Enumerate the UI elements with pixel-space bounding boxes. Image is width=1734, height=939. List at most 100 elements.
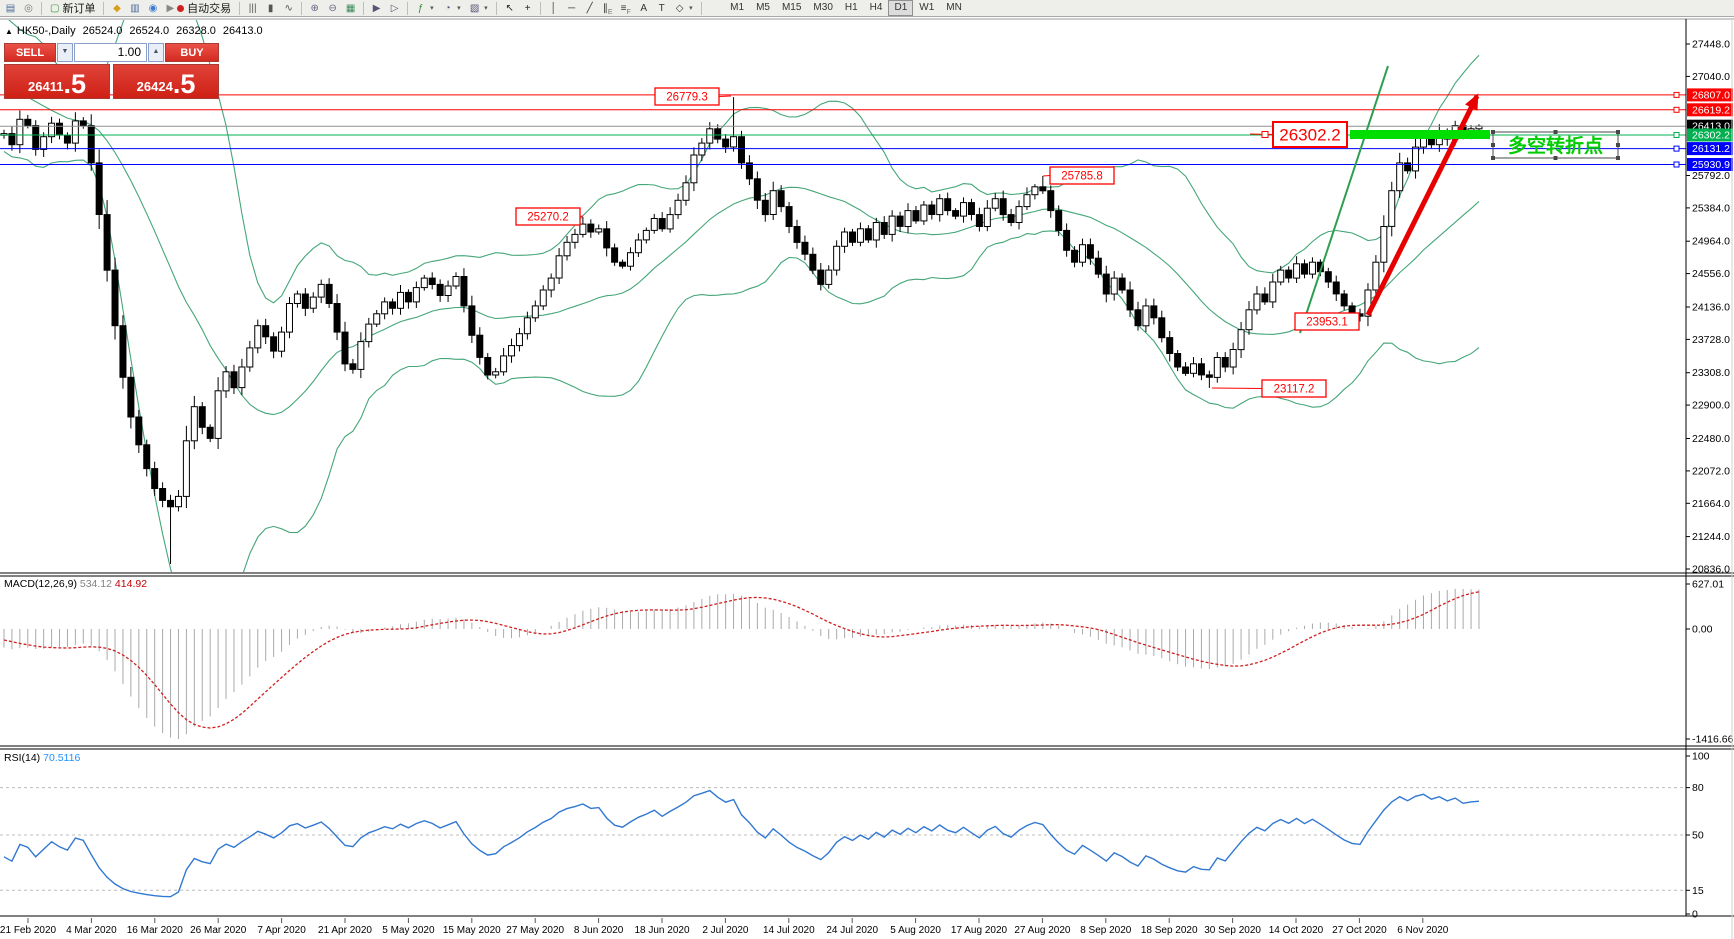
shapes-icon[interactable]: ◇ [675, 2, 684, 14]
toolbar-separator [41, 1, 42, 15]
support-zone-highlight[interactable] [1350, 130, 1490, 139]
candlestick-chart-icon[interactable]: ▮ [267, 2, 274, 14]
timeframe-d1[interactable]: D1 [888, 0, 914, 16]
svg-text:4 Mar 2020: 4 Mar 2020 [66, 925, 117, 936]
one-click-trading-panel: SELL ▼ 1.00 ▲ BUY 26411 .5 26424 .5 [4, 43, 219, 99]
trendline-icon[interactable]: ╱ [586, 2, 593, 14]
svg-text:23308.0: 23308.0 [1692, 367, 1730, 379]
green-trendline[interactable] [1299, 65, 1389, 334]
volume-increase-button[interactable]: ▲ [148, 43, 164, 62]
buy-button[interactable]: BUY [165, 43, 219, 62]
templates-icon[interactable]: ▧ [469, 2, 480, 14]
timeframe-m15[interactable]: M15 [781, 2, 802, 13]
volume-input[interactable]: 1.00 [74, 43, 147, 62]
buy-price-main: 26424 [136, 79, 173, 94]
svg-text:26302.2: 26302.2 [1692, 130, 1730, 142]
svg-text:21 Feb 2020: 21 Feb 2020 [0, 925, 57, 936]
price-callout[interactable]: 23117.2 [1274, 384, 1315, 396]
buy-price-box[interactable]: 26424 .5 [113, 64, 219, 99]
zoom-in-icon[interactable]: ⊕ [310, 2, 319, 14]
price-callout[interactable]: 26779.3 [666, 92, 708, 104]
cursor-icon[interactable]: ↖ [505, 2, 514, 14]
symbol-period-label: HK50-,Daily [16, 25, 76, 37]
periods-icon[interactable]: ◔ [444, 2, 451, 14]
bar-chart-icon[interactable]: ||| [248, 2, 257, 14]
svg-text:21 Apr 2020: 21 Apr 2020 [318, 925, 372, 936]
crosshair-icon[interactable]: + [524, 2, 531, 14]
autotrading-button[interactable]: ▶ 自动交易 [162, 1, 235, 16]
svg-text:18 Sep 2020: 18 Sep 2020 [1141, 925, 1198, 936]
volume-decrease-button[interactable]: ▼ [57, 43, 73, 62]
svg-text:25930.9: 25930.9 [1692, 159, 1730, 171]
chart-background [0, 17, 1734, 939]
line-chart-icon[interactable]: ∿ [284, 2, 293, 14]
equidistant-channel-icon[interactable]: ∥E [602, 2, 613, 16]
svg-text:6 Nov 2020: 6 Nov 2020 [1397, 925, 1449, 936]
svg-text:0.00: 0.00 [1692, 624, 1713, 636]
svg-text:22900.0: 22900.0 [1692, 400, 1730, 412]
svg-text:2 Jul 2020: 2 Jul 2020 [702, 925, 749, 936]
text-label-icon[interactable]: T [658, 2, 665, 14]
date-axis: 21 Feb 2020 4 Mar 2020 16 Mar 2020 26 Mar 2… [0, 918, 1449, 936]
new-order-button[interactable]: ▢ 新订单 [46, 1, 99, 16]
timeframe-m30[interactable]: M30 [813, 2, 833, 13]
horizontal-line-icon[interactable]: ─ [568, 2, 576, 14]
ohlc-close: 26413.0 [222, 25, 263, 37]
svg-text:8 Jun 2020: 8 Jun 2020 [574, 925, 624, 936]
text-icon[interactable]: A [640, 2, 647, 14]
shapes-icon-caret[interactable]: ▾ [689, 5, 693, 12]
print-preview-icon[interactable]: ◎ [24, 2, 33, 14]
metaeditor-icon[interactable]: ◆ [113, 2, 121, 14]
periods-icon-caret[interactable]: ▾ [457, 5, 461, 12]
svg-text:17 Aug 2020: 17 Aug 2020 [951, 925, 1008, 936]
vertical-line-icon[interactable]: │ [550, 2, 557, 14]
toolbar-separator [301, 1, 303, 15]
price-callout[interactable]: 25785.8 [1061, 171, 1103, 183]
svg-text:27 Aug 2020: 27 Aug 2020 [1014, 925, 1071, 936]
svg-text:24136.0: 24136.0 [1692, 302, 1730, 314]
chart-window-icon[interactable]: ▥ [130, 2, 140, 14]
timeframe-mn[interactable]: MN [946, 2, 962, 13]
macd-axis: 627.01 0.00 -1416.66 [1686, 579, 1734, 746]
price-callout[interactable]: 26302.2 [1279, 126, 1340, 145]
svg-text:18 Jun 2020: 18 Jun 2020 [634, 925, 689, 936]
toolbar-separator [103, 1, 105, 15]
price-callouts-layer[interactable]: 26779.3 25270.2 25785.8 23953.1 23117.2 26302… [515, 87, 1361, 398]
svg-text:8 Sep 2020: 8 Sep 2020 [1080, 925, 1132, 936]
indicators-icon-caret[interactable]: ▾ [430, 5, 434, 12]
sell-price-box[interactable]: 26411 .5 [4, 64, 110, 99]
svg-text:7 Apr 2020: 7 Apr 2020 [257, 925, 306, 936]
svg-text:27 May 2020: 27 May 2020 [506, 925, 564, 936]
zoom-out-icon[interactable]: ⊖ [328, 2, 337, 14]
timeframe-w1[interactable]: W1 [919, 2, 935, 13]
market-watch-icon[interactable]: ▤ [5, 2, 16, 14]
svg-text:21664.0: 21664.0 [1692, 498, 1730, 510]
svg-text:16 Mar 2020: 16 Mar 2020 [127, 925, 184, 936]
timeframe-m1[interactable]: M1 [730, 2, 745, 13]
price-callout[interactable]: 25270.2 [527, 212, 569, 224]
indicators-icon[interactable]: ƒ [417, 2, 424, 14]
svg-text:26 Mar 2020: 26 Mar 2020 [190, 925, 247, 936]
timeframe-h4[interactable]: H4 [869, 2, 883, 13]
auto-scroll-icon[interactable]: ▶ [372, 2, 381, 14]
svg-text:20836.0: 20836.0 [1692, 564, 1730, 576]
timeframe-h1[interactable]: H1 [844, 2, 858, 13]
annotations-layer[interactable]: 多空转折点 [1299, 65, 1620, 334]
signals-icon[interactable]: ◉ [148, 2, 158, 14]
fibonacci-icon[interactable]: ≡F [620, 2, 631, 16]
svg-text:23728.0: 23728.0 [1692, 334, 1730, 346]
sell-button[interactable]: SELL [4, 43, 56, 62]
svg-text:24 Jul 2020: 24 Jul 2020 [826, 925, 878, 936]
svg-text:5 May 2020: 5 May 2020 [382, 925, 435, 936]
tile-windows-icon[interactable]: ▦ [345, 2, 356, 14]
panel-borders [0, 18, 1734, 939]
templates-icon-caret[interactable]: ▾ [484, 5, 488, 12]
price-callout[interactable]: 23953.1 [1306, 317, 1348, 329]
toolbar-separator [540, 1, 542, 15]
new-order-icon: ▢ [50, 2, 60, 14]
collapse-panel-icon[interactable]: ▲ [5, 27, 13, 36]
timeframe-m5[interactable]: M5 [756, 2, 770, 13]
chart-shift-icon[interactable]: ▷ [390, 2, 399, 14]
turning-point-label[interactable]: 多空转折点 [1508, 134, 1603, 157]
